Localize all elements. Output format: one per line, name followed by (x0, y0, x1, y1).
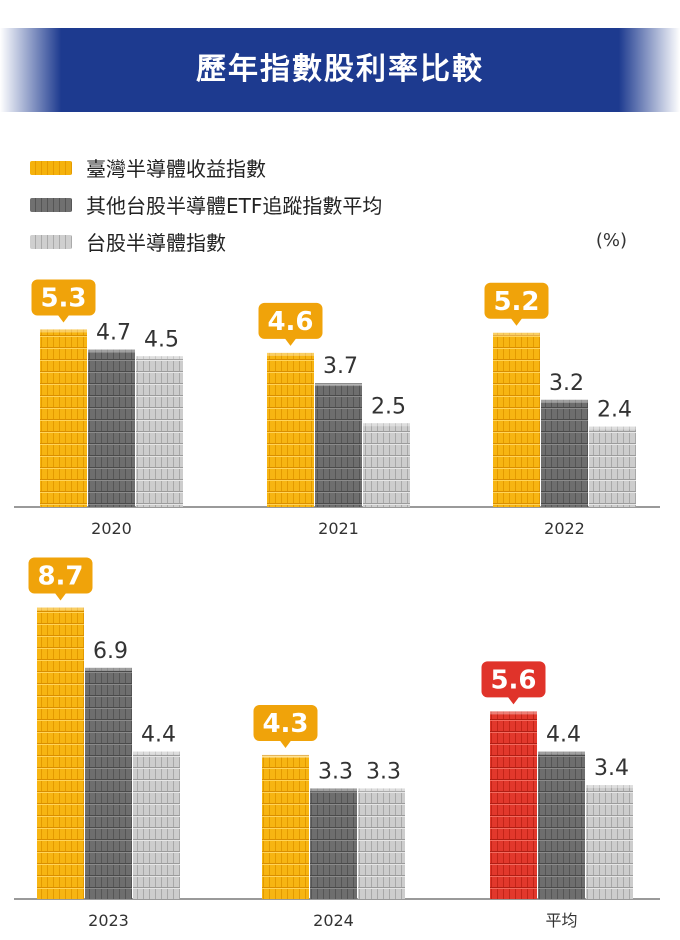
category-label: 平均 (545, 911, 577, 930)
bar-cap (136, 356, 183, 360)
bar-cap (541, 399, 588, 403)
data-label: 2.4 (597, 398, 632, 423)
bar-semiconductor-index (586, 785, 633, 899)
bar-cap (538, 751, 585, 755)
bar-primary (262, 754, 309, 899)
data-label: 3.3 (318, 759, 353, 784)
legend-swatch-dark (30, 198, 72, 212)
data-label: 5.6 (490, 665, 536, 695)
data-label: 4.7 (96, 321, 131, 346)
data-label: 4.4 (141, 723, 176, 748)
value-callout (481, 661, 546, 698)
bar-cap (490, 711, 537, 715)
category-label: 2023 (88, 911, 129, 930)
data-label: 5.2 (493, 287, 539, 317)
bar-semiconductor-index (358, 788, 405, 899)
data-label: 4.3 (262, 709, 308, 739)
bar-primary (267, 352, 314, 507)
bar-etf-average (85, 667, 132, 899)
category-label: 2021 (318, 519, 359, 538)
category-label: 2022 (544, 519, 585, 538)
category-label: 2024 (313, 911, 354, 930)
legend-label: 台股半導體指數 (86, 231, 226, 255)
data-label: 4.6 (267, 307, 313, 337)
bar-cap (85, 667, 132, 671)
callout-pointer (507, 696, 520, 705)
data-label: 4.5 (144, 327, 179, 352)
data-label: 8.7 (37, 562, 83, 592)
callout-pointer (57, 314, 70, 323)
bar-cap (363, 423, 410, 427)
data-label: 6.9 (93, 639, 128, 664)
value-callout (253, 704, 318, 741)
bar-etf-average (315, 383, 362, 507)
bar-etf-average (541, 399, 588, 507)
bar-cap (315, 383, 362, 387)
bar-semiconductor-index (133, 751, 180, 899)
value-callout (258, 302, 323, 339)
category-label: 2020 (91, 519, 132, 538)
value-callout (484, 282, 549, 319)
callout-pointer (284, 337, 297, 346)
page-title: 歷年指數股利率比較 (196, 52, 484, 87)
bar-cap (589, 426, 636, 430)
bar-primary (37, 607, 84, 899)
bar-cap (493, 332, 540, 336)
bar-cap (37, 607, 84, 611)
bar-cap (358, 788, 405, 792)
data-label: 3.7 (323, 354, 358, 379)
legend-swatch-gold (30, 161, 72, 175)
bar-cap (133, 751, 180, 755)
legend-label: 其他台股半導體ETF追蹤指數平均 (86, 194, 383, 218)
bar-etf-average (538, 751, 585, 899)
bar-cap (586, 785, 633, 789)
bar-semiconductor-index (589, 426, 636, 507)
bar-primary (40, 329, 87, 507)
bar-primary (490, 711, 537, 899)
bar-cap (267, 352, 314, 356)
bar-semiconductor-index (136, 356, 183, 507)
data-label: 3.2 (549, 371, 584, 396)
bar-cap (40, 329, 87, 333)
callout-pointer (279, 739, 292, 748)
legend-swatch-light (30, 235, 72, 249)
data-label: 4.4 (546, 723, 581, 748)
value-callout (31, 279, 96, 316)
bar-cap (88, 349, 135, 353)
unit-label: (%) (595, 230, 627, 251)
callout-pointer (54, 592, 67, 601)
bar-etf-average (88, 349, 135, 507)
title-banner: 歷年指數股利率比較 (0, 28, 680, 112)
data-label: 5.3 (40, 283, 86, 313)
legend-label: 臺灣半導體收益指數 (86, 157, 266, 181)
callout-pointer (510, 317, 523, 326)
bar-semiconductor-index (363, 423, 410, 507)
bar-etf-average (310, 788, 357, 899)
value-callout (28, 557, 93, 594)
data-label: 2.5 (371, 394, 406, 419)
bar-cap (262, 754, 309, 758)
bar-primary (493, 332, 540, 507)
bar-cap (310, 788, 357, 792)
data-label: 3.3 (366, 759, 401, 784)
data-label: 3.4 (594, 756, 629, 781)
